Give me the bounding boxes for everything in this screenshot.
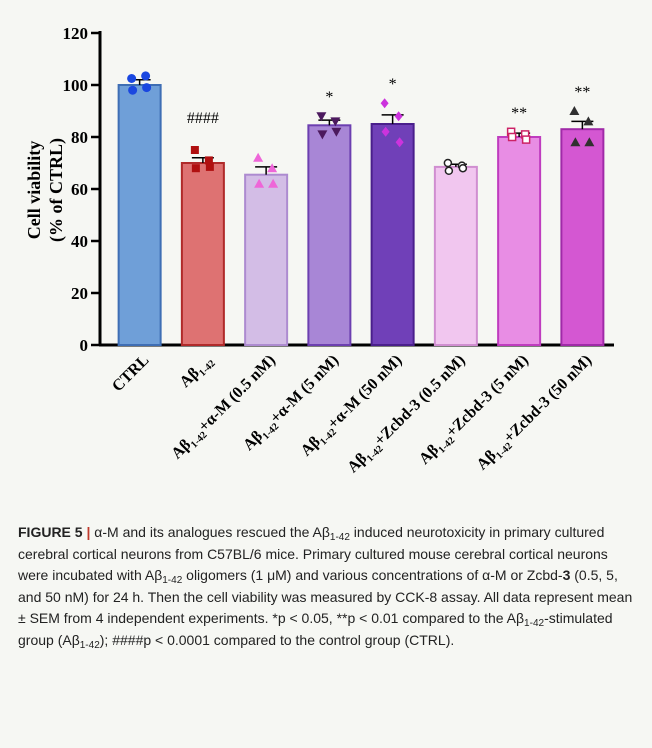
- significance-label: *: [325, 89, 333, 106]
- x-tick-label: Aβ1-42: [177, 352, 218, 393]
- y-tick-label: 120: [63, 24, 89, 43]
- data-point: [443, 158, 453, 168]
- significance-label: **: [574, 84, 590, 101]
- bar: [117, 84, 162, 346]
- figure-caption: FIGURE 5 | α-M and its analogues rescued…: [18, 522, 636, 651]
- y-axis-title: Cell viability (% of CTRL): [24, 138, 67, 242]
- caption-text-2: induced neurotoxicity in primary culture…: [18, 524, 608, 583]
- data-point: [583, 116, 594, 126]
- caption-text-5: -stimulated group (Aβ: [18, 610, 613, 648]
- significance-labels: ####******: [187, 76, 591, 127]
- caption-sub-2: 1-42: [162, 575, 183, 586]
- caption-text-1: α-M and its analogues rescued the Aβ: [94, 524, 330, 540]
- data-points: [127, 71, 595, 188]
- bar: [497, 136, 542, 346]
- caption-text-4: (0.5, 5, and 50 nM) for 24 h. Then the c…: [18, 567, 633, 626]
- y-axis-title-line2: (% of CTRL): [46, 138, 67, 242]
- data-point: [521, 135, 531, 144]
- data-point: [191, 164, 200, 173]
- data-point: [330, 117, 341, 127]
- caption-sub-3: 1-42: [524, 618, 545, 629]
- y-tick-label: 0: [80, 336, 89, 355]
- data-point: [395, 137, 404, 148]
- data-point: [205, 162, 214, 171]
- caption-sub-4: 1-42: [79, 639, 100, 651]
- data-point: [444, 166, 454, 176]
- figure-label: FIGURE 5: [18, 524, 83, 540]
- data-point: [141, 71, 151, 81]
- y-tick-label: 40: [71, 232, 88, 251]
- data-point: [254, 178, 265, 188]
- data-point: [204, 156, 213, 165]
- bar-chart: Cell viability (% of CTRL) 0 20 40 60 80 100 1…: [24, 24, 614, 479]
- bar: [244, 173, 289, 346]
- caption-sub-1: 1-42: [329, 532, 350, 543]
- data-point: [268, 178, 279, 188]
- bar: [370, 123, 415, 346]
- bar: [180, 162, 225, 346]
- data-point: [381, 126, 390, 137]
- y-tick-label: 80: [71, 128, 88, 147]
- data-point: [127, 74, 137, 83]
- x-tick-label: Aβ1-42+Zcbd-3 (50 nM): [474, 352, 598, 476]
- x-tick-label: Aβ1-42+α-M (0.5 nM): [168, 352, 281, 465]
- data-point: [458, 163, 468, 173]
- caption-text-6: ); ####p < 0.0001 compared to the contro…: [99, 631, 455, 648]
- caption-bold-3: 3: [562, 567, 571, 583]
- data-point: [316, 112, 327, 122]
- data-point: [267, 163, 278, 173]
- data-point: [569, 106, 580, 115]
- data-point: [128, 85, 138, 95]
- y-tick-label: 60: [71, 180, 88, 199]
- significance-label: *: [389, 76, 397, 93]
- x-tick-label: Aβ1-42+Zcbd-3 (0.5 nM): [344, 352, 471, 479]
- data-point: [331, 127, 342, 137]
- data-point: [142, 83, 152, 93]
- data-point: [507, 132, 517, 142]
- y-tick-label: 20: [71, 284, 88, 303]
- data-point: [317, 130, 328, 140]
- data-point: [394, 111, 403, 122]
- y-axis-title-line1: Cell viability: [24, 141, 44, 240]
- significance-label: **: [511, 105, 527, 122]
- x-tick-label: Aβ1-42+Zcbd-3 (5 nM): [416, 352, 534, 470]
- bar: [307, 124, 352, 346]
- bar: [560, 128, 605, 346]
- caption-separator: |: [86, 524, 91, 540]
- data-point: [584, 137, 595, 147]
- data-point: [570, 137, 581, 147]
- caption-text-3: oligomers (1 μM) and various concentrati…: [182, 567, 563, 583]
- bar: [433, 165, 478, 346]
- data-point: [380, 98, 389, 109]
- data-point: [190, 146, 199, 154]
- data-point: [253, 152, 264, 162]
- bars: [117, 84, 605, 346]
- y-tick-label: 100: [63, 76, 89, 95]
- x-tick-label: CTRL: [109, 352, 152, 395]
- significance-label: ####: [187, 110, 219, 127]
